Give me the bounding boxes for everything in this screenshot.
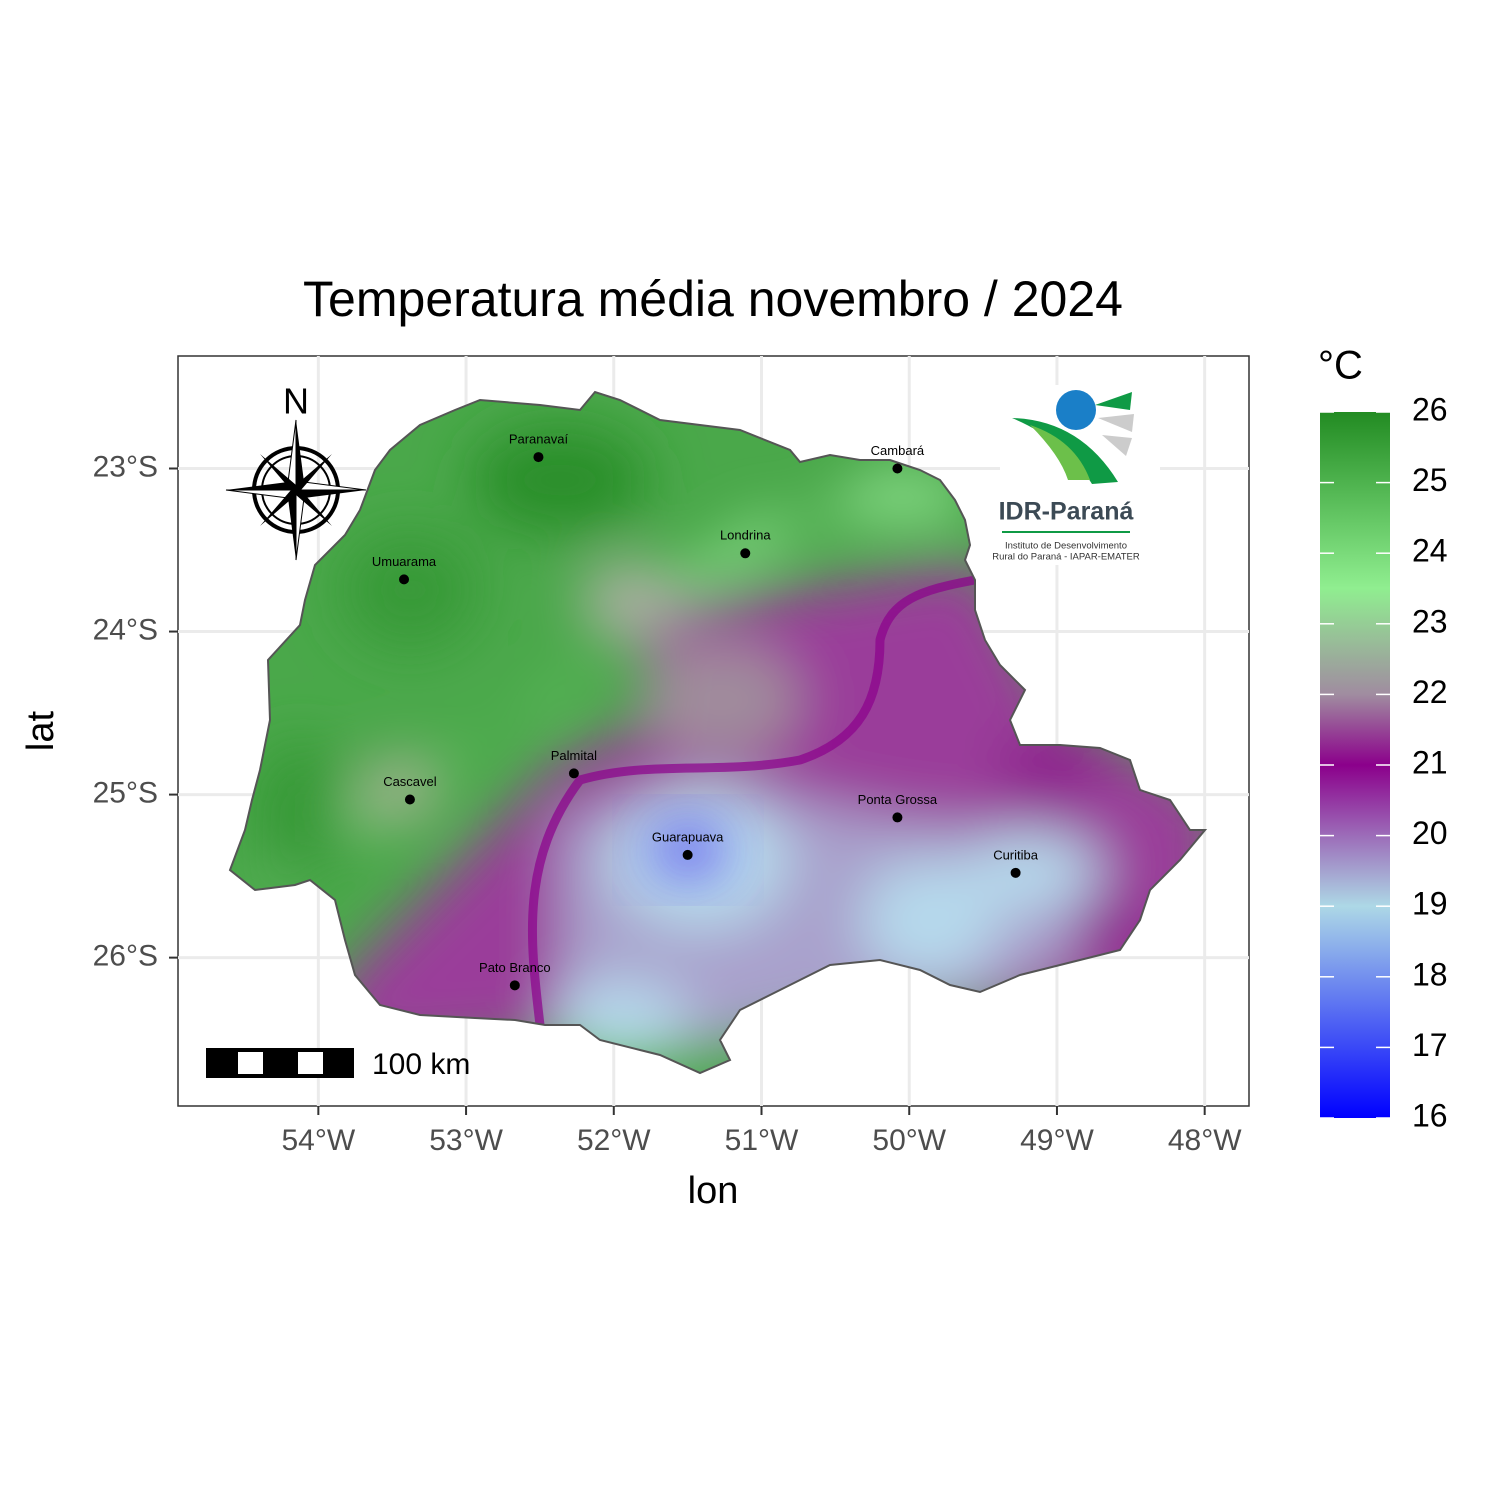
y-tick-label: 25°S: [93, 777, 158, 810]
city-point: [404, 794, 415, 805]
y-axis-label: lat: [20, 710, 62, 751]
city-point: [568, 768, 579, 779]
cities: Paranavaí Cambará Londrina Umuarama Palmital…: [372, 432, 1039, 991]
logo: IDR-Paraná Instituto de Desenvolvimento …: [992, 385, 1160, 565]
legend-tick-label: 23: [1412, 603, 1448, 639]
legend-title: °C: [1318, 344, 1363, 388]
legend-tick-label: 26: [1412, 391, 1448, 427]
legend-tick-label: 24: [1412, 533, 1448, 569]
city-point: [682, 849, 693, 860]
legend-tick-label: 21: [1412, 744, 1448, 780]
city-label: Ponta Grossa: [858, 792, 938, 807]
north-label: N: [283, 381, 309, 422]
city-label: Palmital: [551, 748, 597, 763]
logo-line: Rural do Paraná - IAPAR-EMATER: [992, 552, 1140, 563]
city-point: [509, 980, 520, 991]
city-label: Londrina: [720, 528, 771, 543]
city-point: [1010, 867, 1021, 878]
x-tick-label: 51°W: [725, 1124, 799, 1157]
legend-tick-label: 18: [1412, 956, 1448, 992]
logo-name: IDR-Paraná: [999, 498, 1134, 526]
city-point: [399, 574, 410, 585]
legend-tick-label: 25: [1412, 462, 1448, 498]
x-tick-label: 53°W: [429, 1124, 503, 1157]
city-point: [533, 452, 544, 463]
north-arrow: N: [225, 381, 367, 561]
city-point: [740, 548, 751, 559]
legend-tick-label: 22: [1412, 674, 1448, 710]
x-tick-label: 52°W: [577, 1124, 651, 1157]
x-tick-label: 48°W: [1168, 1124, 1242, 1157]
scale-bar: 100 km: [206, 1048, 470, 1081]
y-tick-label: 24°S: [93, 613, 158, 646]
city-point: [892, 463, 903, 474]
y-tick-label: 23°S: [93, 450, 158, 483]
x-tick-label: 50°W: [872, 1124, 946, 1157]
legend-tick-label: 17: [1412, 1027, 1448, 1063]
logo-line: Instituto de Desenvolvimento: [1005, 541, 1127, 552]
city-label: Cascavel: [383, 774, 437, 789]
y-tick-label: 26°S: [93, 940, 158, 973]
city-label: Umuarama: [372, 554, 437, 569]
x-axis-label: lon: [688, 1170, 739, 1212]
scale-bar-label: 100 km: [372, 1048, 470, 1081]
chart-title: Temperatura média novembro / 2024: [303, 271, 1123, 327]
legend-tick-label: 16: [1412, 1097, 1448, 1133]
city-label: Cambará: [871, 443, 925, 458]
legend-tick-label: 19: [1412, 886, 1448, 922]
city-point: [892, 812, 903, 823]
legend: 16 17 18 19 20 21 22 23 24 25 26: [1320, 391, 1448, 1133]
city-label: Curitiba: [993, 847, 1039, 862]
x-tick-label: 54°W: [281, 1124, 355, 1157]
city-label: Pato Branco: [479, 960, 551, 975]
x-tick-label: 49°W: [1020, 1124, 1094, 1157]
city-label: Paranavaí: [509, 432, 569, 447]
legend-tick-label: 20: [1412, 815, 1448, 851]
city-label: Guarapuava: [652, 829, 724, 844]
